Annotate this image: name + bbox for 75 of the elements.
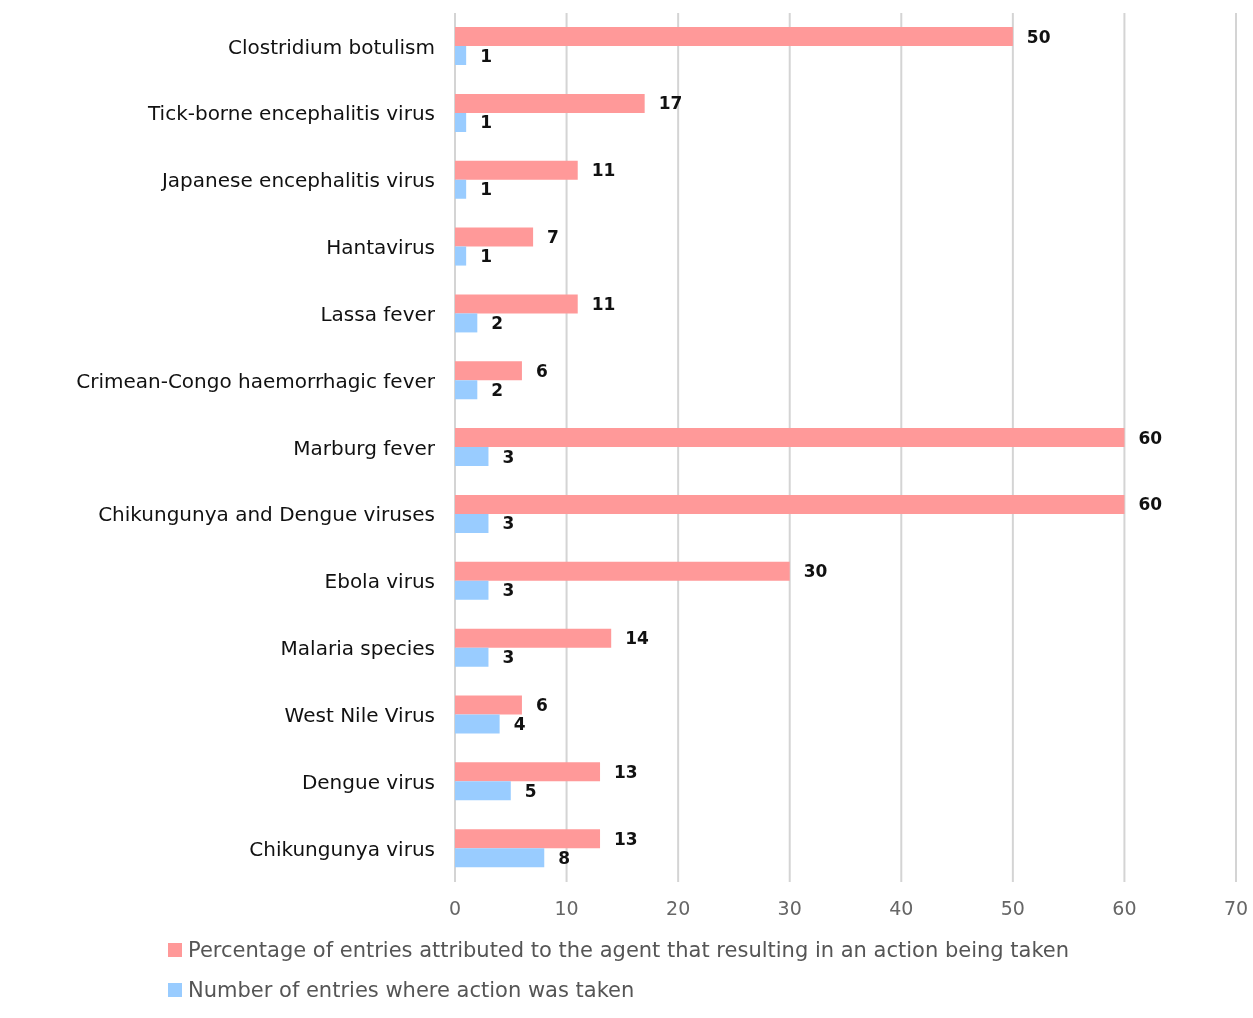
- bar: [455, 628, 612, 648]
- data-label: 30: [803, 561, 828, 582]
- y-tick-label: Ebola virus: [324, 569, 435, 594]
- data-label: 1: [480, 246, 492, 267]
- bar: [455, 848, 545, 868]
- y-tick-label: Clostridium botulism: [227, 34, 435, 59]
- x-tick-label: 70: [1223, 897, 1249, 920]
- bar: [455, 494, 1125, 514]
- data-label: 7: [547, 227, 559, 248]
- y-tick-label: Lassa fever: [320, 301, 436, 326]
- bar: [455, 112, 467, 132]
- bar: [455, 428, 1125, 448]
- x-tick-label: 30: [777, 897, 802, 920]
- bar: [455, 695, 522, 715]
- bar: [455, 27, 1013, 47]
- bar: [455, 246, 467, 266]
- bar: [455, 227, 534, 247]
- bar: [455, 647, 489, 667]
- y-tick-label: Hantavirus: [326, 235, 435, 260]
- data-label: 3: [502, 446, 515, 467]
- data-label: 1: [480, 112, 492, 133]
- bar: [455, 294, 578, 314]
- x-tick-label: 20: [666, 897, 691, 920]
- y-tick-label: Japanese encephalitis virus: [159, 168, 435, 193]
- data-label: 2: [491, 312, 504, 333]
- x-tick-label: 60: [1112, 897, 1137, 920]
- data-label: 60: [1138, 427, 1163, 448]
- data-label: 1: [480, 179, 492, 200]
- data-label: 13: [614, 761, 638, 782]
- bar: [455, 160, 578, 180]
- bar: [455, 313, 478, 333]
- y-tick-label: Dengue virus: [301, 769, 435, 794]
- y-tick-label: Chikungunya virus: [249, 836, 435, 861]
- x-tick-label: 50: [1000, 897, 1025, 920]
- y-tick-label: Tick-borne encephalitis virus: [146, 101, 435, 126]
- data-label: 6: [535, 360, 548, 381]
- x-tick-label: 10: [554, 897, 579, 920]
- data-label: 50: [1026, 26, 1051, 47]
- data-label: 6: [535, 695, 548, 716]
- y-tick-label: Chikungunya and Dengue viruses: [98, 502, 435, 527]
- bar: [455, 580, 489, 600]
- x-tick-label: 40: [889, 897, 914, 920]
- data-label: 11: [591, 293, 616, 314]
- data-label: 3: [502, 647, 515, 668]
- data-label: 2: [491, 379, 504, 400]
- data-label: 14: [625, 628, 650, 649]
- bar: [455, 513, 489, 533]
- y-tick-label: West Nile Virus: [284, 702, 435, 727]
- data-label: 3: [502, 513, 515, 534]
- bar: [455, 447, 489, 467]
- bar: [455, 179, 467, 199]
- x-tick-label: 0: [448, 897, 462, 920]
- legend-label: Number of entries where action was taken: [188, 978, 635, 1002]
- bar: [455, 46, 467, 66]
- data-label: 11: [591, 160, 616, 181]
- data-label: 8: [558, 847, 571, 868]
- bar: [455, 561, 790, 581]
- data-label: 13: [614, 828, 638, 849]
- bar: [455, 93, 645, 113]
- data-label: 60: [1138, 494, 1163, 515]
- data-label: 17: [658, 93, 683, 114]
- y-tick-label: Malaria species: [280, 636, 435, 661]
- bar: [455, 714, 500, 734]
- bar: [455, 380, 478, 400]
- y-tick-label: Marburg fever: [293, 435, 436, 460]
- bar: [455, 829, 601, 849]
- bar: [455, 781, 511, 801]
- data-label: 3: [502, 580, 515, 601]
- bar: [455, 762, 601, 782]
- data-label: 1: [480, 45, 492, 66]
- y-tick-label: Crimean-Congo haemorrhagic fever: [76, 368, 436, 393]
- data-label: 5: [524, 780, 537, 801]
- bar: [455, 361, 522, 381]
- data-label: 4: [513, 714, 526, 735]
- legend-label: Percentage of entries attributed to the agent that resulting in an action being taken: [188, 938, 1070, 962]
